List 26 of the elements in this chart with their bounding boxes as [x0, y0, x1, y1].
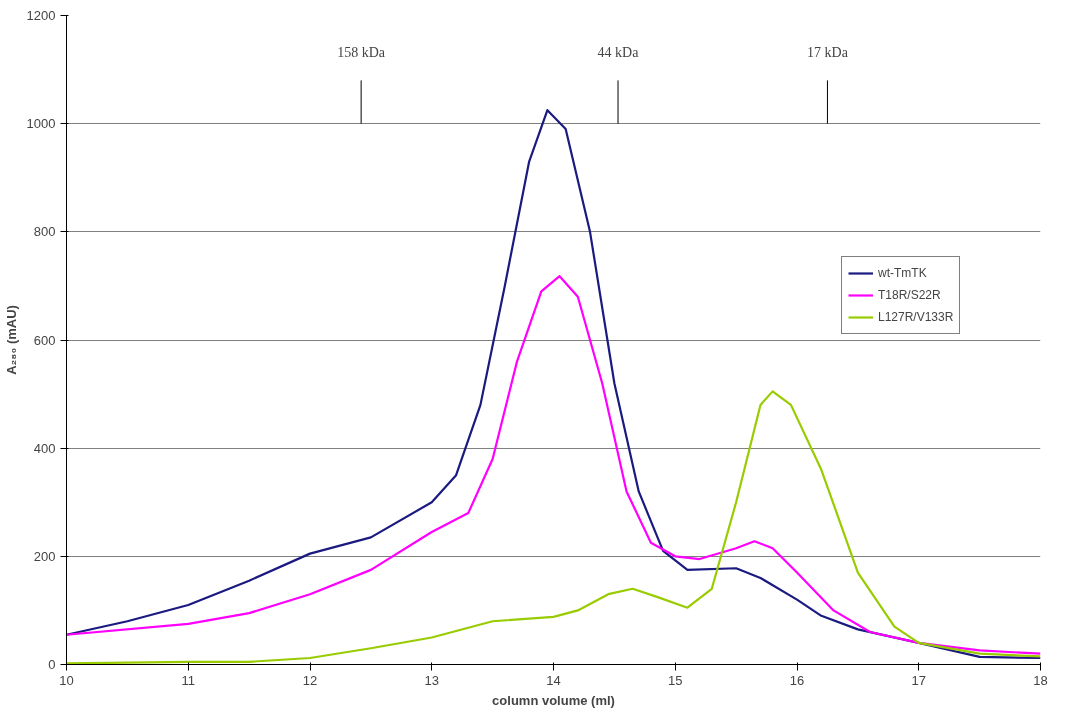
y-tick-label: 200: [33, 548, 56, 564]
y-tick-label: 1200: [26, 8, 56, 23]
y-tick-label: 400: [33, 440, 56, 456]
annotation: 158 kDa: [337, 44, 386, 60]
x-tick-label: 14: [546, 672, 561, 688]
x-tick-label: 12: [302, 672, 318, 688]
x-tick-label: 13: [424, 672, 439, 688]
y-tick-label: 600: [33, 332, 56, 348]
y-axis-title: A₂₈₀ (mAU): [3, 305, 19, 375]
y-tick-label: 0: [48, 657, 56, 672]
x-axis-title: column volume (ml): [492, 692, 615, 708]
x-tick-label: 15: [668, 672, 683, 688]
x-tick-label: 17: [911, 672, 926, 688]
legend-label: wt-TmTK: [878, 266, 927, 280]
annotation: 44 kDa: [597, 44, 640, 60]
legend-label: L127R/V133R: [878, 310, 954, 324]
legend-label: T18R/S22R: [878, 288, 941, 302]
x-tick-label: 16: [789, 672, 805, 688]
annotation: 17 kDa: [807, 44, 849, 60]
line-series: [66, 275, 1041, 655]
line-series: [66, 109, 1041, 660]
y-tick-label: 1000: [26, 116, 56, 132]
x-tick-label: 11: [181, 672, 195, 688]
y-tick-label: 800: [33, 224, 56, 240]
x-tick-label: 10: [59, 672, 74, 688]
x-tick-label: 18: [1033, 672, 1048, 688]
